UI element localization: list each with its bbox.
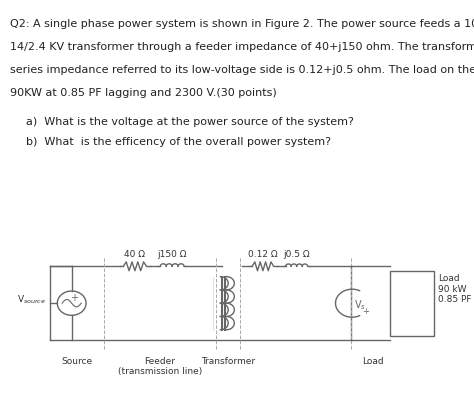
Text: j0.5 Ω: j0.5 Ω: [283, 250, 310, 259]
Text: 0.85 PF lagging: 0.85 PF lagging: [438, 295, 474, 304]
Text: V$_{source}$: V$_{source}$: [18, 293, 46, 306]
Text: Feeder
(transmission line): Feeder (transmission line): [118, 357, 202, 376]
Text: Load: Load: [438, 274, 460, 283]
Text: Transformer: Transformer: [201, 357, 255, 366]
Text: j150 Ω: j150 Ω: [157, 250, 187, 259]
Text: +: +: [362, 307, 369, 316]
Text: +: +: [70, 293, 78, 303]
Text: V$_s$: V$_s$: [354, 298, 366, 312]
Text: series impedance referred to its low-voltage side is 0.12+j0.5 ohm. The load on : series impedance referred to its low-vol…: [10, 65, 474, 75]
Text: a)  What is the voltage at the power source of the system?: a) What is the voltage at the power sour…: [26, 117, 354, 127]
Text: 40 Ω: 40 Ω: [124, 250, 146, 259]
Text: 90KW at 0.85 PF lagging and 2300 V.(30 points): 90KW at 0.85 PF lagging and 2300 V.(30 p…: [10, 88, 277, 98]
Text: 14/2.4 KV transformer through a feeder impedance of 40+j150 ohm. The transformer: 14/2.4 KV transformer through a feeder i…: [10, 42, 474, 52]
Text: Load: Load: [362, 357, 383, 366]
Text: b)  What  is the efficency of the overall power system?: b) What is the efficency of the overall …: [26, 137, 331, 147]
Text: Q2: A single phase power system is shown in Figure 2. The power source feeds a 1: Q2: A single phase power system is shown…: [10, 19, 474, 29]
Bar: [391, 271, 434, 336]
Text: Source: Source: [62, 357, 93, 366]
Text: 90 kW: 90 kW: [438, 285, 467, 294]
Text: 0.12 Ω: 0.12 Ω: [248, 250, 278, 259]
